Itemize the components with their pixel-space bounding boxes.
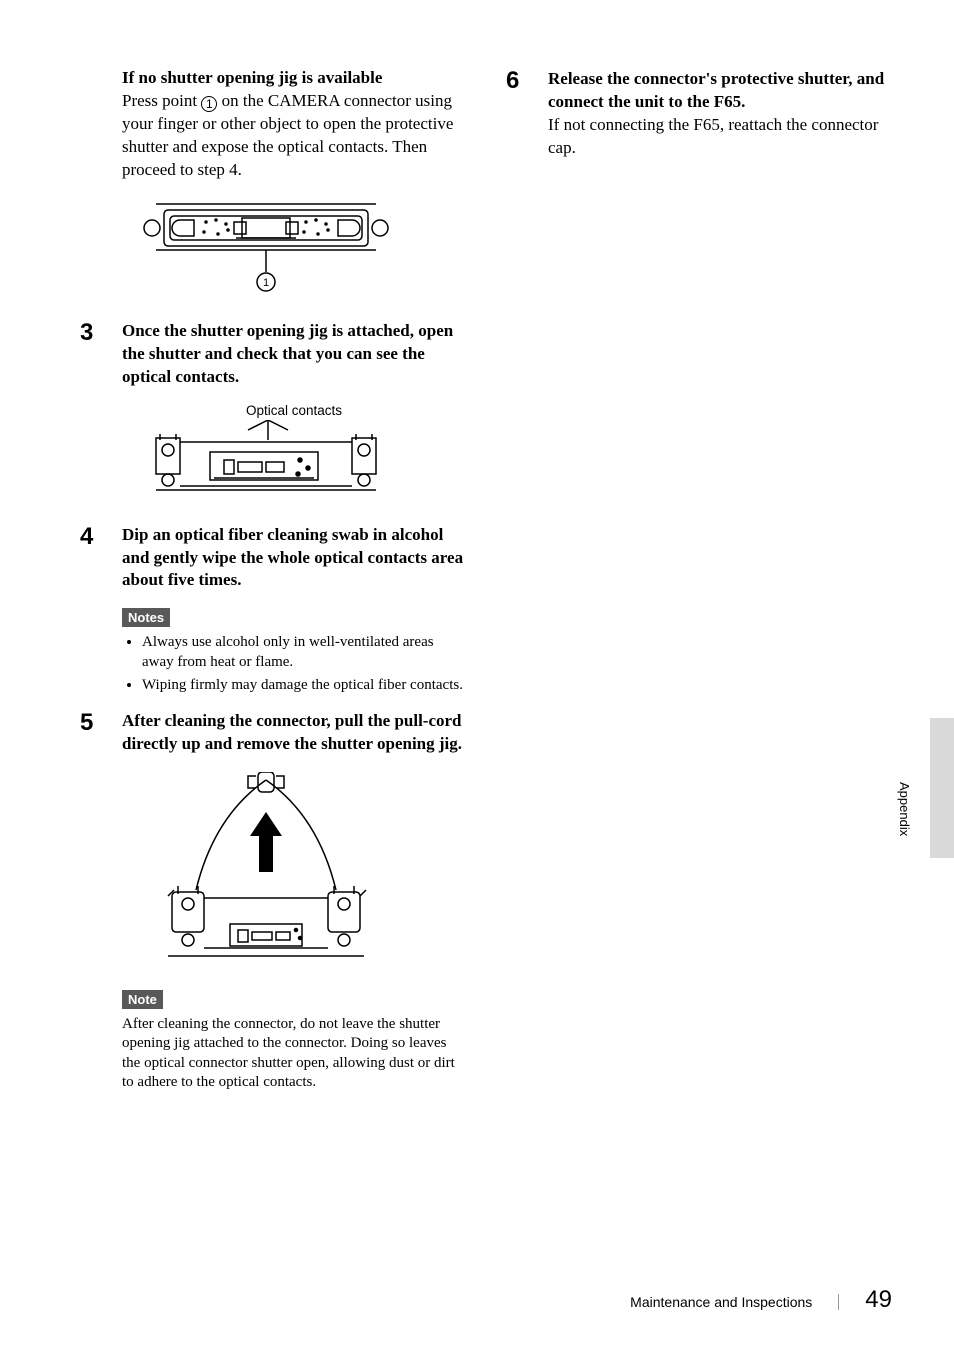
- step-4-text: Dip an optical fiber cleaning swab in al…: [122, 524, 466, 593]
- step-3-num: 3: [80, 320, 122, 346]
- note-badge-single: Note: [122, 990, 163, 1009]
- svg-text:1: 1: [263, 277, 269, 289]
- step-5: 5 After cleaning the connector, pull the…: [80, 710, 466, 756]
- step-3: 3 Once the shutter opening jig is attach…: [80, 320, 466, 389]
- notes-list: Always use alcohol only in well-ventilat…: [142, 633, 466, 696]
- notes-badge: Notes: [122, 608, 170, 627]
- footer-section-name: Maintenance and Inspections: [630, 1294, 839, 1310]
- side-tab: [930, 718, 954, 858]
- page: If no shutter opening jig is available P…: [0, 0, 954, 1352]
- jig-removal-diagram: [138, 772, 394, 972]
- step-6-num: 6: [506, 68, 548, 94]
- circled-1-inline: 1: [201, 96, 217, 112]
- optical-contacts-label: Optical contacts: [122, 403, 466, 418]
- connector-diagram-1: 1: [138, 200, 394, 300]
- step-4: 4 Dip an optical fiber cleaning swab in …: [80, 524, 466, 593]
- para1-pre: Press point: [122, 91, 201, 110]
- footer: Maintenance and Inspections 49: [630, 1286, 892, 1314]
- step-5-num: 5: [80, 710, 122, 736]
- step-6: 6 Release the connector's protective shu…: [506, 68, 892, 160]
- para-no-jig: Press point 1 on the CAMERA connector us…: [122, 90, 466, 182]
- step-3-text: Once the shutter opening jig is attached…: [122, 320, 466, 389]
- note-text-single: After cleaning the connector, do not lea…: [122, 1015, 466, 1093]
- footer-page-number: 49: [865, 1286, 892, 1314]
- step-5-text: After cleaning the connector, pull the p…: [122, 710, 466, 756]
- note-item-1: Always use alcohol only in well-ventilat…: [142, 633, 466, 672]
- left-column: If no shutter opening jig is available P…: [80, 68, 466, 1252]
- step-4-num: 4: [80, 524, 122, 550]
- connector-diagram-2: [138, 420, 394, 496]
- note-item-2: Wiping firmly may damage the optical fib…: [142, 676, 466, 696]
- heading-no-jig: If no shutter opening jig is available: [122, 68, 466, 88]
- step-6-text: Release the connector's protective shutt…: [548, 68, 892, 114]
- no-jig-section: If no shutter opening jig is available P…: [80, 68, 466, 182]
- side-tab-label: Appendix: [897, 782, 912, 836]
- step-6-body: If not connecting the F65, reattach the …: [548, 114, 892, 160]
- right-column: 6 Release the connector's protective shu…: [506, 68, 892, 1252]
- columns: If no shutter opening jig is available P…: [80, 68, 892, 1252]
